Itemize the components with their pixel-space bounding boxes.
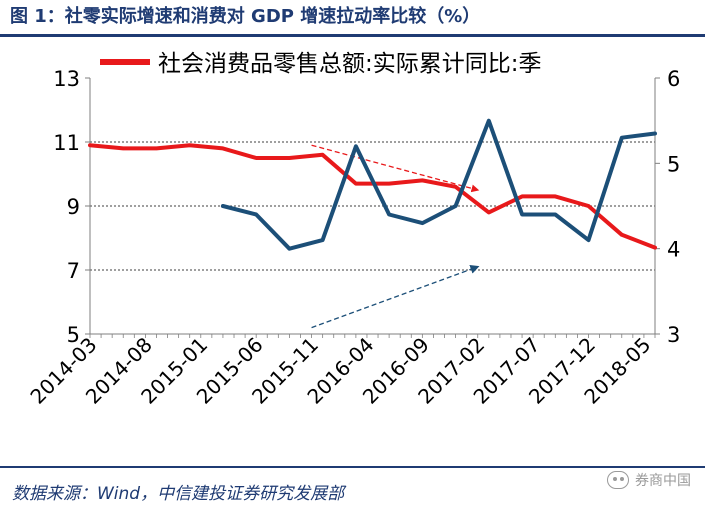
grid-lines bbox=[90, 141, 655, 271]
watermark: 券商中国 bbox=[607, 470, 691, 490]
left-axis-tick-label: 11 bbox=[53, 131, 80, 155]
left-axis-tick-label: 9 bbox=[67, 195, 80, 219]
series-lines bbox=[88, 118, 657, 251]
chat-bubble-icon bbox=[607, 471, 629, 489]
trend-arrows bbox=[311, 144, 480, 329]
retail-sales-line bbox=[88, 143, 657, 250]
legend: 社会消费品零售总额:实际累计同比:季 bbox=[100, 51, 542, 77]
left-axis-tick-label: 13 bbox=[53, 67, 80, 91]
footer-divider bbox=[0, 466, 705, 468]
red-trend-arrow bbox=[311, 144, 480, 193]
watermark-text: 券商中国 bbox=[635, 473, 691, 489]
axes: 579111334562014-032014-082015-012015-062… bbox=[25, 67, 680, 409]
left-axis-tick-label: 7 bbox=[67, 259, 80, 283]
right-axis-tick-label: 4 bbox=[667, 238, 680, 262]
chart-title: 图 1：社零实际增速和消费对 GDP 增速拉动率比较（%） bbox=[10, 6, 481, 27]
legend-label-retail-sales: 社会消费品零售总额:实际累计同比:季 bbox=[158, 51, 542, 77]
right-axis-tick-label: 3 bbox=[667, 323, 680, 347]
left-axis-tick-label: 5 bbox=[67, 323, 80, 347]
right-axis-tick-label: 6 bbox=[667, 67, 680, 91]
right-axis-tick-label: 5 bbox=[667, 152, 680, 176]
chart: 579111334562014-032014-082015-012015-062… bbox=[25, 51, 680, 409]
consumption-contribution-line bbox=[220, 118, 657, 251]
blue-trend-arrow bbox=[311, 265, 480, 329]
source-note: 数据来源：Wind，中信建投证券研究发展部 bbox=[12, 484, 345, 504]
title-divider bbox=[0, 34, 705, 37]
